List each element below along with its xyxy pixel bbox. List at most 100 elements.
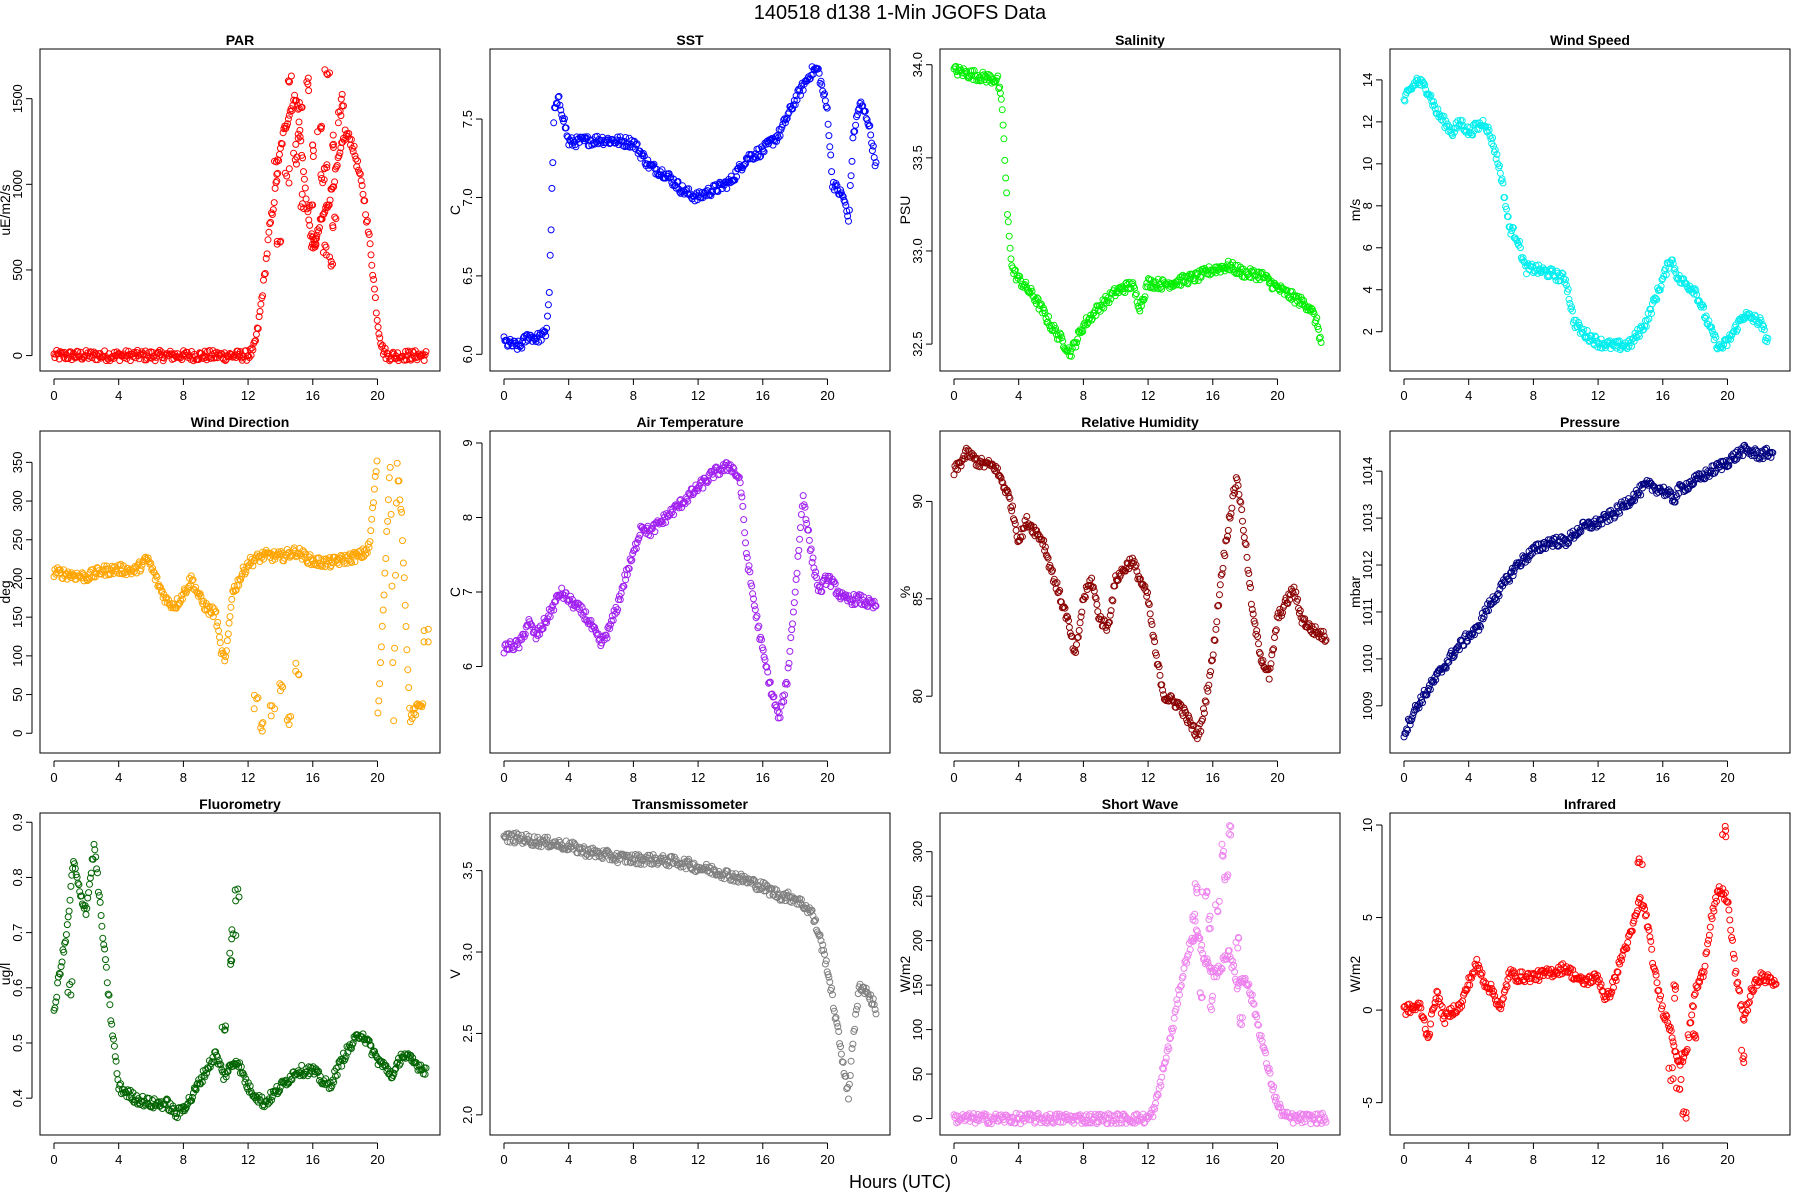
data-point: [295, 104, 303, 112]
x-tick-label: 0: [950, 770, 957, 785]
y-tick-label: 2.0: [460, 1106, 475, 1124]
data-point: [791, 588, 799, 596]
data-point: [506, 335, 514, 343]
x-tick-label: 16: [756, 388, 770, 403]
data-series: [500, 829, 880, 1103]
data-point: [704, 477, 712, 485]
data-point: [1105, 618, 1113, 626]
data-point: [330, 140, 337, 148]
data-point: [60, 948, 68, 956]
data-point: [112, 1057, 120, 1065]
data-point: [189, 576, 197, 584]
data-point: [729, 463, 737, 471]
data-point: [504, 838, 512, 846]
data-point: [764, 668, 772, 676]
data-point: [212, 608, 220, 616]
data-point: [1136, 575, 1144, 583]
data-point: [1176, 983, 1184, 991]
data-point: [235, 1063, 243, 1071]
data-point: [1292, 293, 1300, 301]
data-point: [1004, 218, 1012, 226]
data-point: [54, 350, 62, 358]
data-point: [852, 1010, 860, 1018]
data-point: [134, 561, 142, 569]
data-point: [1657, 282, 1665, 290]
data-point: [1199, 715, 1207, 723]
data-point: [1109, 597, 1117, 605]
data-point: [228, 935, 236, 943]
data-point: [684, 497, 692, 505]
data-point: [228, 595, 236, 603]
data-point: [1163, 1047, 1171, 1055]
data-point: [1139, 580, 1147, 588]
data-point: [1237, 498, 1245, 506]
data-point: [86, 874, 94, 882]
data-point: [1112, 289, 1120, 297]
data-point: [1209, 651, 1217, 659]
data-point: [78, 892, 85, 900]
data-point: [330, 1078, 338, 1086]
data-point: [778, 123, 786, 131]
data-point: [337, 95, 345, 103]
data-point: [1073, 634, 1081, 642]
data-point: [1760, 323, 1768, 330]
data-point: [1076, 619, 1084, 627]
data-point: [1560, 275, 1568, 283]
data-point: [1073, 641, 1080, 649]
data-point: [1045, 313, 1053, 320]
data-point: [745, 562, 753, 570]
data-point: [138, 561, 146, 569]
x-tick-label: 8: [180, 388, 187, 403]
data-point: [853, 1006, 860, 1014]
data-point: [1223, 536, 1231, 544]
data-point: [830, 1007, 838, 1015]
data-point: [822, 103, 830, 111]
data-point: [751, 606, 759, 614]
data-point: [378, 622, 386, 630]
data-point: [1155, 285, 1163, 293]
data-point: [1205, 681, 1213, 689]
data-point: [775, 709, 783, 717]
data-point: [1149, 1113, 1157, 1121]
y-tick-label: 34.0: [910, 52, 925, 77]
data-point: [1667, 488, 1675, 496]
data-point: [1660, 483, 1668, 491]
data-point: [802, 516, 810, 524]
data-point: [265, 228, 273, 236]
data-point: [534, 330, 542, 337]
data-point: [670, 511, 678, 519]
data-point: [668, 852, 676, 860]
data-point: [270, 199, 278, 207]
chart-title: Air Temperature: [636, 414, 743, 430]
data-point: [1489, 134, 1497, 142]
data-point: [329, 224, 337, 232]
data-point: [1637, 491, 1645, 499]
y-tick-label: 0.5: [10, 1034, 25, 1052]
data-point: [1026, 522, 1034, 530]
data-point: [625, 565, 633, 573]
data-point: [355, 169, 363, 177]
data-point: [1204, 958, 1212, 966]
data-point: [309, 141, 317, 149]
data-point: [1519, 254, 1527, 262]
data-point: [108, 1020, 116, 1028]
data-point: [1565, 539, 1573, 547]
y-tick-label: 12: [1360, 115, 1375, 129]
data-point: [353, 163, 361, 171]
data-point: [848, 601, 856, 609]
data-point: [398, 508, 406, 516]
data-point: [1170, 1014, 1178, 1022]
data-point: [1292, 588, 1300, 596]
data-point: [623, 571, 631, 579]
data-point: [1222, 537, 1230, 545]
data-point: [1493, 591, 1501, 599]
data-point: [397, 505, 405, 513]
data-point: [1296, 607, 1304, 615]
y-tick-label: 350: [10, 451, 25, 473]
data-point: [872, 1010, 880, 1018]
data-point: [1752, 313, 1760, 321]
data-point: [1065, 344, 1073, 352]
data-point: [332, 215, 340, 223]
data-point: [285, 721, 293, 729]
